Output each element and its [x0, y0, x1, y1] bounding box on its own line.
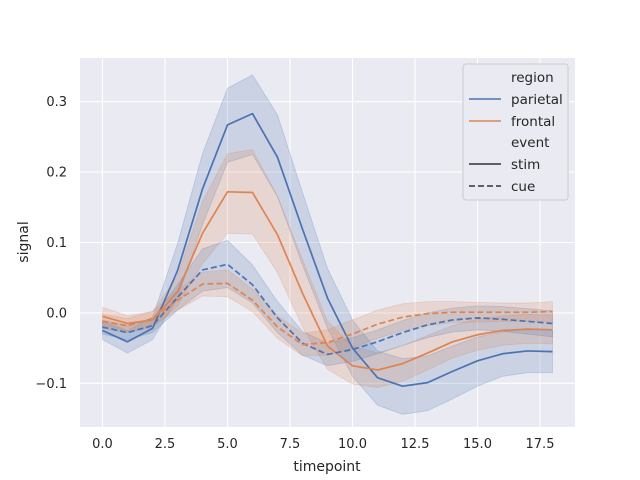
legend: region parietal frontal event stim cue — [462, 63, 569, 201]
legend-title-event: event — [511, 135, 549, 151]
x-tick-label-0: 0.0 — [92, 437, 113, 452]
x-tick-label-3: 7.5 — [280, 437, 301, 452]
x-tick-label-7: 17.5 — [526, 437, 555, 452]
x-tick-label-6: 15.0 — [463, 437, 492, 452]
series-line-frontal-cue — [102, 282, 553, 346]
ci-band-frontal-cue — [102, 269, 553, 357]
ci-band-parietal-cue — [102, 239, 553, 367]
x-axis-label: timepoint — [293, 459, 361, 475]
series-lines — [102, 112, 553, 388]
legend-label-parietal: parietal — [511, 92, 563, 108]
series-line-parietal-stim — [102, 112, 553, 388]
series-line-frontal-stim — [102, 190, 553, 371]
legend-label-stim: stim — [511, 157, 540, 173]
legend-title-region: region — [511, 70, 554, 86]
y-tick-label-0: −0.1 — [35, 377, 67, 392]
y-tick-label-2: 0.1 — [46, 236, 67, 251]
legend-box — [462, 63, 569, 201]
y-tick-label-3: 0.2 — [46, 166, 67, 181]
y-tick-label-1: 0.0 — [46, 306, 67, 321]
confidence-bands — [102, 74, 553, 415]
x-tick-label-4: 10.0 — [338, 437, 367, 452]
legend-label-cue: cue — [511, 179, 535, 195]
x-tick-label-2: 5.0 — [217, 437, 238, 452]
x-tick-labels: 0.0 2.5 5.0 7.5 10.0 12.5 15.0 17.5 — [92, 437, 554, 452]
ci-band-parietal-stim — [102, 74, 553, 415]
series-line-parietal-cue — [102, 263, 553, 356]
y-tick-label-4: 0.3 — [46, 95, 67, 110]
ci-band-frontal-stim — [102, 149, 553, 388]
y-tick-labels: −0.1 0.0 0.1 0.2 0.3 — [35, 95, 67, 392]
y-axis-label: signal — [16, 221, 32, 262]
legend-label-frontal: frontal — [511, 114, 555, 130]
x-tick-label-5: 12.5 — [401, 437, 430, 452]
x-tick-label-1: 2.5 — [155, 437, 176, 452]
